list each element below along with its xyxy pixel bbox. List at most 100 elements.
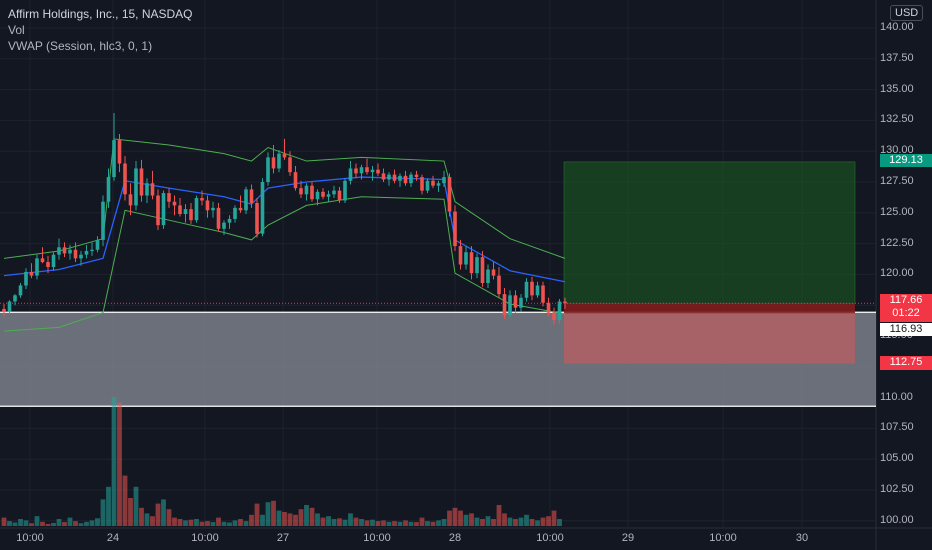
candle-body (29, 271, 34, 276)
volume-bar (293, 514, 298, 526)
candle-body (310, 185, 314, 200)
volume-bar (331, 519, 337, 526)
candle-body (348, 168, 353, 181)
level-price-label: 116.93 (880, 323, 932, 336)
volume-bar (150, 516, 155, 526)
candle-body (337, 190, 342, 201)
price-tick-label: 107.50 (880, 421, 914, 434)
volume-bar (117, 402, 122, 526)
candle-body (381, 173, 386, 180)
candle-body (189, 209, 193, 221)
volume-bar (144, 513, 150, 526)
volume-bar (326, 516, 331, 526)
volume-bar (304, 505, 309, 526)
candle-body (288, 157, 292, 173)
volume-bar (502, 513, 507, 526)
candle-body (183, 209, 188, 215)
volume-bar (463, 514, 469, 526)
candle-body (73, 249, 78, 259)
candle-body (315, 191, 320, 200)
candle-body (227, 218, 232, 223)
candle-body (18, 285, 23, 296)
symbol-title[interactable]: Affirm Holdings, Inc., 15, NASDAQ (8, 7, 193, 21)
volume-indicator-label[interactable]: Vol (8, 23, 25, 37)
candle-body (497, 275, 501, 295)
volume-bar (414, 522, 419, 526)
candle-body (491, 269, 496, 276)
candle-body (161, 193, 166, 226)
candle-body (365, 167, 369, 173)
volume-bar (491, 519, 496, 526)
volume-bar (408, 521, 414, 526)
vwap-lower-band (3, 196, 566, 332)
candle-body (563, 301, 567, 304)
candle-body (205, 200, 210, 211)
volume-bar (282, 512, 287, 526)
candle-body (370, 169, 375, 173)
price-tick-label: 120.00 (880, 267, 914, 280)
volume-bar (216, 517, 221, 526)
volume-bar (199, 521, 205, 526)
volume-bar (227, 522, 232, 526)
candle-body (62, 247, 67, 254)
candle-body (277, 153, 281, 169)
vwap-indicator-label[interactable]: VWAP (Session, hlc3, 0, 1) (8, 39, 153, 53)
candle-body (128, 194, 133, 206)
volume-bar (40, 521, 45, 526)
candle-body (51, 254, 56, 268)
volume-bar (298, 509, 304, 526)
volume-bar (309, 507, 315, 526)
candle-body (123, 163, 127, 195)
volume-bar (166, 509, 172, 526)
volume-bar (84, 521, 89, 526)
volume-bar (56, 519, 62, 526)
candle-body (106, 177, 111, 202)
candle-body (376, 169, 380, 174)
volume-bar (524, 514, 529, 526)
volume-bar (419, 517, 425, 526)
volume-bar (18, 519, 23, 526)
volume-bar (67, 517, 73, 526)
volume-bar (7, 521, 12, 526)
volume-bar (425, 521, 430, 526)
volume-bar (337, 518, 342, 526)
candle-body (508, 295, 512, 316)
time-tick-label: 10:00 (363, 532, 391, 544)
candle-body (112, 140, 116, 178)
volume-bar (320, 517, 326, 526)
candle-body (524, 281, 529, 298)
volume-bar (45, 523, 51, 526)
volume-bar (210, 522, 216, 526)
candle-body (354, 168, 358, 174)
time-tick-label: 24 (106, 532, 120, 544)
current-price-label: 117.66 01:22 (880, 294, 932, 322)
candle-body (436, 183, 441, 186)
candle-body (546, 302, 551, 313)
candle-body (134, 168, 138, 206)
candle-body (431, 180, 435, 186)
candle-body (343, 180, 347, 201)
candle-body (387, 174, 391, 180)
price-tick-label: 122.50 (880, 236, 914, 249)
volume-bar (447, 510, 452, 526)
volume-bar (205, 521, 210, 526)
candle-body (46, 262, 50, 268)
volume-bar (474, 517, 480, 526)
volume-bar (254, 503, 260, 526)
time-tick-label: 10:00 (16, 532, 44, 544)
volume-bar (1, 517, 7, 526)
volume-bar (155, 503, 161, 526)
candle-body (414, 174, 419, 178)
candle-body (211, 207, 215, 211)
candle-body (519, 297, 523, 308)
candle-body (442, 177, 446, 184)
candle-body (326, 194, 331, 197)
volume-bar (518, 517, 524, 526)
volume-bar (34, 516, 40, 526)
currency-badge[interactable]: USD (890, 5, 924, 21)
stop-price-label: 112.75 (880, 356, 932, 370)
candle-body (530, 281, 534, 296)
time-tick-label: 30 (795, 532, 809, 544)
candle-body (321, 191, 325, 197)
